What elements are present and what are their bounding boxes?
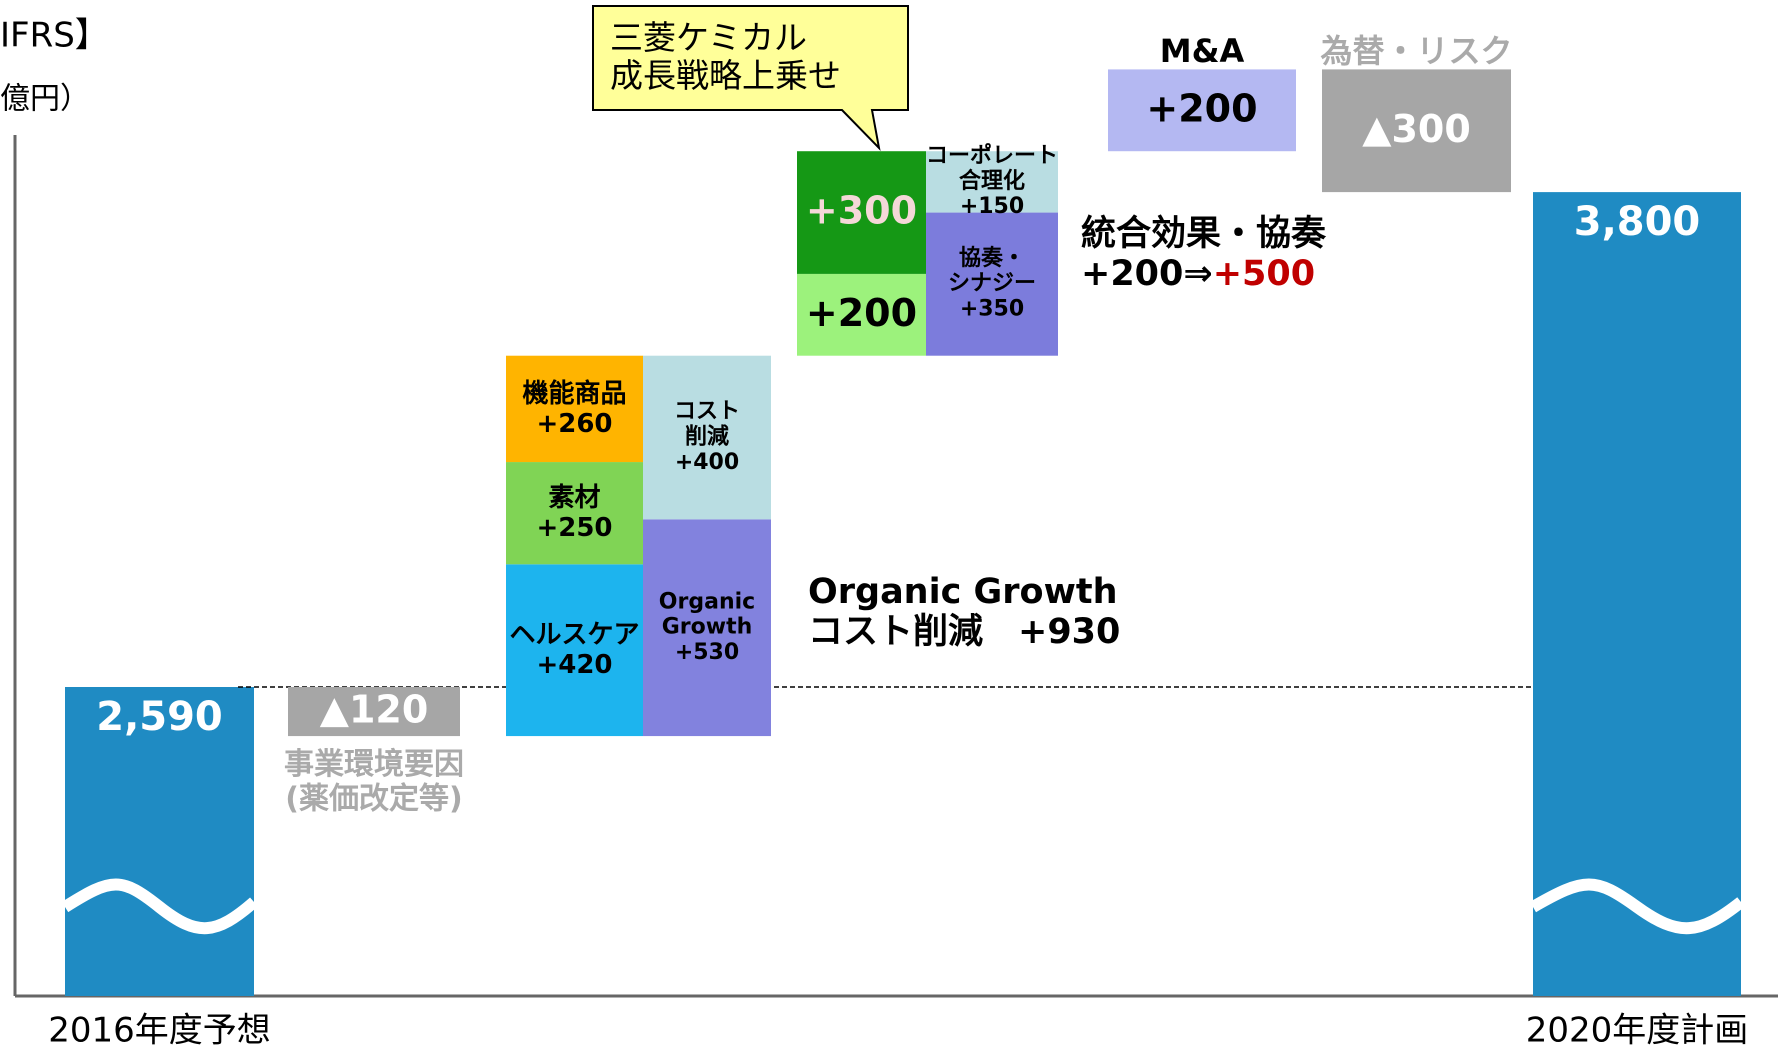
segment-label: ▲300	[1362, 106, 1471, 150]
bar	[65, 687, 254, 996]
unit-label: 億円）	[0, 82, 90, 117]
axis-break	[1530, 878, 1745, 935]
segment-label-line: +420	[536, 650, 612, 680]
bar	[1533, 192, 1741, 997]
chart-title: IFRS】	[0, 16, 109, 56]
bar-segment	[643, 519, 771, 737]
bar-segment	[797, 151, 926, 274]
callout-text: 三菱ケミカル成長戦略上乗せ	[610, 18, 841, 95]
segment-label-line: 合理化	[959, 168, 1025, 194]
segment-label: 協奏・シナジー+350	[948, 245, 1036, 322]
segment-label-line: +150	[960, 194, 1024, 219]
bar-segment	[926, 151, 1058, 213]
bar-segment	[506, 564, 643, 737]
segment-label: ▲120	[320, 687, 429, 731]
segment-label: コーポレート合理化+150	[926, 143, 1058, 220]
segment-label-line: 協奏・	[959, 245, 1025, 271]
annotation-line: 為替・リスク	[1320, 32, 1512, 70]
segment-label-line: Organic	[659, 589, 755, 614]
segment-label-line: ▲120	[320, 687, 429, 731]
callout-box	[592, 5, 909, 152]
bar-segment	[506, 462, 643, 565]
segment-label: ヘルスケア+420	[509, 620, 639, 680]
annotation-line: +200⇒	[1081, 254, 1213, 294]
x-tick-label: 2020年度計画	[1526, 1011, 1749, 1050]
segment-label-line: シナジー	[948, 271, 1036, 296]
segment-label-line: +350	[960, 296, 1024, 321]
segment-label-line: +250	[536, 513, 612, 543]
segment-label-line: +200	[1146, 86, 1257, 130]
annotation-line: コスト削減 +930	[808, 612, 1120, 652]
segment-label: 素材+250	[536, 483, 612, 543]
bar-segment	[797, 273, 926, 356]
segment-label-line: 削減	[685, 425, 729, 450]
annotation: Organic Growth コスト削減 +930	[808, 572, 1120, 652]
segment-label: 機能商品+260	[522, 377, 626, 438]
segment-label-line: 素材	[548, 483, 600, 513]
annotation: 為替・リスク	[1320, 32, 1512, 70]
segment-label-line: +530	[675, 640, 739, 665]
segment-label-line: コーポレート	[926, 143, 1058, 169]
x-tick-label: 2016年度予想	[48, 1011, 271, 1050]
segment-label: コスト削減+400	[674, 399, 740, 475]
segment-label-line: コスト	[674, 399, 740, 424]
bar-segment	[643, 355, 771, 520]
segment-label: +300	[806, 188, 917, 232]
segment-label-line: +260	[536, 408, 612, 438]
segment-label-line: +400	[675, 450, 739, 475]
segment-label-line: ヘルスケア	[509, 620, 639, 650]
annotation-line: M&A	[1160, 32, 1245, 70]
segment-label-line: +200	[806, 290, 917, 334]
segment-label-line: Growth	[662, 615, 753, 640]
annotation-line: Organic Growth	[808, 572, 1118, 612]
value-label: 3,800	[1574, 199, 1701, 245]
callout-text-line: 三菱ケミカル	[610, 18, 807, 57]
bar-segment	[1108, 69, 1296, 152]
segment-label: +200	[806, 290, 917, 334]
segment-label-line: +300	[806, 188, 917, 232]
callout-text-line: 成長戦略上乗せ	[610, 55, 841, 94]
annotation: M&A	[1160, 32, 1245, 70]
bar-segment	[1322, 69, 1511, 193]
annotation-highlight: +500	[1213, 254, 1315, 294]
annotation-line: 事業環境要因	[284, 746, 464, 781]
annotation: 事業環境要因(薬価改定等)	[284, 746, 464, 816]
segment-label-line: 機能商品	[522, 377, 626, 408]
segment-label-line: ▲300	[1362, 106, 1471, 150]
axis-break	[61, 878, 258, 935]
value-label: 2,590	[96, 694, 223, 740]
annotation-line: 統合効果・協奏	[1081, 214, 1327, 254]
segment-label: +200	[1146, 86, 1257, 130]
bar-segment	[926, 212, 1058, 356]
segment-label: Organic Growth +530	[659, 589, 755, 665]
bar-segment	[288, 687, 460, 737]
annotation: 統合効果・協奏+200⇒+500	[1081, 214, 1327, 294]
bar-segment	[506, 355, 643, 463]
annotation-line: (薬価改定等)	[285, 781, 462, 816]
